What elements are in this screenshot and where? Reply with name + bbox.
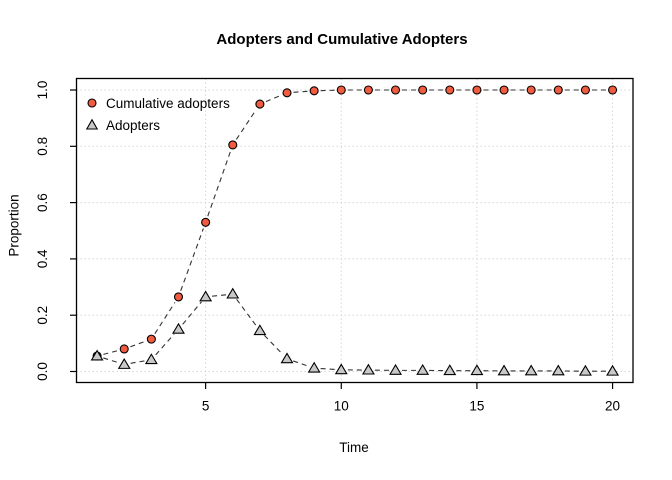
data-point-circle	[553, 85, 563, 95]
series-segment	[182, 301, 202, 325]
data-point-triangle	[606, 364, 620, 376]
x-axis-title: Time	[339, 440, 369, 455]
y-axis-title: Proportion	[6, 194, 22, 257]
series-segment	[130, 360, 146, 364]
data-point-triangle	[497, 364, 511, 376]
data-point-circle	[255, 99, 265, 109]
series-segment	[212, 294, 227, 297]
data-point-triangle	[199, 290, 213, 302]
data-point-circle	[472, 85, 482, 95]
data-point-circle	[282, 88, 292, 98]
y-tick-label: 0.6	[35, 193, 50, 212]
data-point-circle	[418, 85, 428, 95]
data-point-circle	[363, 85, 373, 95]
legend-circle-icon	[87, 98, 97, 108]
y-tick-label: 0.0	[35, 362, 50, 381]
data-point-triangle	[280, 352, 294, 364]
data-point-triangle	[443, 364, 457, 376]
series-segment	[154, 302, 176, 334]
data-point-triangle	[334, 363, 348, 375]
y-tick-label: 0.8	[35, 137, 50, 156]
data-point-triangle	[144, 353, 158, 365]
legend: Cumulative adopters Adopters	[85, 92, 230, 136]
data-point-triangle	[172, 322, 185, 334]
data-point-circle	[228, 140, 238, 150]
data-point-triangle	[90, 349, 104, 361]
series-segment	[207, 150, 232, 217]
data-point-triangle	[524, 364, 538, 376]
data-point-triangle	[578, 364, 592, 376]
data-point-circle	[580, 85, 590, 95]
series-segment	[265, 94, 282, 103]
series-segment	[320, 367, 335, 370]
x-tick-label: 15	[469, 399, 484, 414]
series-segment	[293, 90, 308, 93]
legend-label: Cumulative adopters	[106, 95, 230, 111]
data-point-circle	[608, 85, 618, 95]
chart-title: Adopters and Cumulative Adopters	[216, 31, 468, 48]
data-point-circle	[201, 217, 211, 227]
x-tick-label: 10	[334, 399, 349, 414]
y-tick-label: 0.2	[35, 306, 50, 325]
data-point-circle	[390, 85, 401, 95]
series-segment	[155, 333, 175, 356]
data-point-circle	[526, 85, 536, 95]
data-point-triangle	[253, 324, 267, 336]
x-tick-label: 20	[605, 399, 620, 414]
series-segment	[236, 298, 257, 326]
data-point-circle	[146, 334, 156, 344]
legend-label: Adopters	[106, 117, 161, 133]
data-point-circle	[499, 85, 509, 95]
series-segment	[235, 109, 257, 140]
series-segment	[263, 334, 283, 355]
plot-box	[75, 77, 634, 384]
legend-triangle-icon	[85, 118, 99, 130]
data-point-triangle	[470, 364, 484, 376]
data-point-circle	[173, 292, 184, 302]
data-point-triangle	[307, 361, 321, 373]
data-point-circle	[309, 86, 319, 96]
data-point-triangle	[389, 363, 402, 375]
data-point-triangle	[551, 364, 565, 376]
data-point-circle	[445, 85, 455, 95]
x-tick-label: 5	[202, 399, 210, 414]
series-segment	[180, 228, 204, 291]
series-segment	[292, 360, 309, 367]
y-tick-label: 1.0	[35, 81, 50, 100]
data-point-circle	[336, 85, 346, 95]
legend-item: Adopters	[85, 114, 230, 136]
data-point-triangle	[117, 357, 131, 369]
data-point-circle	[119, 344, 129, 354]
y-tick-label: 0.4	[35, 249, 50, 268]
legend-item: Cumulative adopters	[85, 92, 230, 114]
series-segment	[130, 340, 146, 348]
data-point-triangle	[361, 363, 375, 375]
series-segment	[103, 357, 119, 364]
data-point-triangle	[416, 363, 430, 375]
series-segment	[103, 350, 119, 355]
data-point-triangle	[226, 287, 240, 299]
